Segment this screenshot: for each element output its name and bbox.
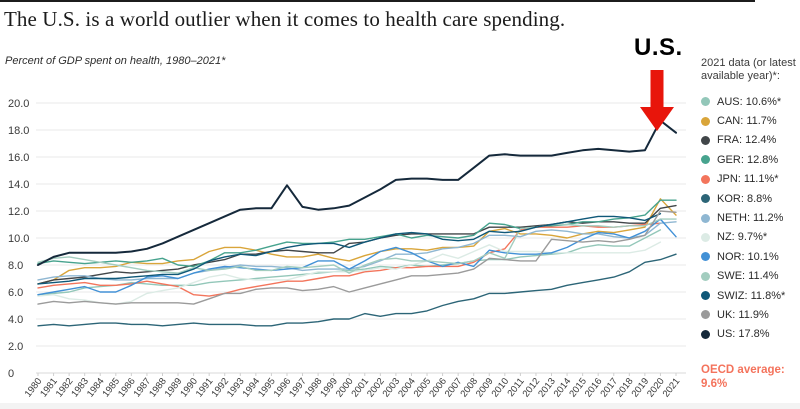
oecd-average-note: OECD average: 9.6% [701,363,785,391]
y-axis-tick-label: 18.0 [8,125,29,137]
legend-item: AUS: 10.6%* [701,92,799,111]
chart-line-SWIZ [37,212,662,285]
legend-item: SWE: 11.4% [701,267,799,286]
y-axis-tick-label: 12.0 [8,206,29,218]
y-axis-tick-label: 16.0 [8,152,29,164]
page-title: The U.S. is a world outlier when it come… [4,7,566,31]
legend-dot-icon [701,252,710,262]
y-axis-labels: 20.0 18.0 16.0 14.0 12.0 10.0 8.0 6.0 4.0 2.0 0 [8,98,29,380]
legend-dot-icon [701,271,710,281]
legend-item: GER: 12.8% [701,150,799,169]
y-axis-tick-label: 0 [8,368,14,380]
legend-item-label: UK: 11.9% [717,308,769,321]
legend-item-label: FRA: 12.4% [717,134,777,147]
chart-subtitle: Percent of GDP spent on health, 1980–202… [5,55,226,67]
legend-item: US: 17.8% [701,325,799,344]
y-axis-tick-label: 4.0 [8,314,23,326]
legend-dot-icon [701,310,710,320]
legend-item: KOR: 8.8% [701,189,799,208]
legend-item-label: NETH: 11.2% [717,212,784,225]
legend-dot-icon [701,97,710,107]
legend-dot-icon [701,329,710,339]
legend-item-label: KOR: 8.8% [717,192,773,205]
us-arrow-icon [640,70,674,131]
gridlines [36,102,686,374]
legend-item-label: US: 17.8% [717,328,770,341]
legend-items: AUS: 10.6%* CAN: 11.7% FRA: 12.4% GER: 12.8… [701,92,799,344]
y-axis-tick-label: 2.0 [8,341,23,353]
y-axis-tick-label: 10.0 [8,233,29,245]
legend-item: NOR: 10.1% [701,247,799,266]
y-axis-tick-label: 14.0 [8,179,29,191]
legend-title: 2021 data (or latest available year)*: [701,57,796,82]
legend: 2021 data (or latest available year)*: A… [701,57,799,344]
legend-dot-icon [701,135,710,145]
y-axis-tick-label: 8.0 [8,260,23,272]
legend-item: NETH: 11.2% [701,208,799,227]
legend-dot-icon [701,291,710,301]
legend-dot-icon [701,213,710,223]
oecd-average-label: OECD average: [701,364,785,376]
legend-item: UK: 11.9% [701,305,799,324]
bottom-strip [0,403,800,409]
legend-item-label: CAN: 11.7% [717,115,777,128]
chart-line-CAN [37,198,677,285]
legend-dot-icon [701,174,710,184]
legend-item: NZ: 9.7%* [701,228,799,247]
legend-item-label: SWIZ: 11.8%* [717,289,786,302]
x-axis-labels: 1980198119821983198419851986198719881989… [23,376,683,399]
legend-item-label: NZ: 9.7%* [717,231,768,244]
chart-line-US [37,119,677,266]
x-axis-tick-label: 2021 [661,376,683,399]
chart-line-JPN [37,222,662,297]
chart-line-UK [37,210,677,305]
legend-item: CAN: 11.7% [701,111,799,130]
y-axis-tick-label: 6.0 [8,287,23,299]
legend-item-label: GER: 12.8% [717,153,779,166]
legend-dot-icon [701,116,710,126]
chart-line-KOR [37,253,677,327]
legend-item-label: NOR: 10.1% [717,250,779,263]
chart-line-SWE [37,218,677,274]
legend-dot-icon [701,194,710,204]
legend-item-label: JPN: 11.1%* [717,173,779,186]
legend-item: JPN: 11.1%* [701,170,799,189]
chart-line-AUS [37,229,662,296]
chart-line-NZ [37,241,662,305]
series-lines [37,119,677,327]
chart-line-NOR [37,218,677,296]
legend-item: FRA: 12.4% [701,131,799,150]
top-rule [0,0,755,2]
legend-dot-icon [701,155,710,165]
legend-item-label: AUS: 10.6%* [717,95,782,108]
y-axis-tick-label: 20.0 [8,98,29,110]
x-axis-ticks [37,373,677,376]
legend-item: SWIZ: 11.8%* [701,286,799,305]
legend-item-label: SWE: 11.4% [717,270,779,283]
us-annotation-label: U.S. [634,34,683,61]
legend-dot-icon [701,232,710,242]
oecd-average-value: 9.6% [701,378,728,390]
